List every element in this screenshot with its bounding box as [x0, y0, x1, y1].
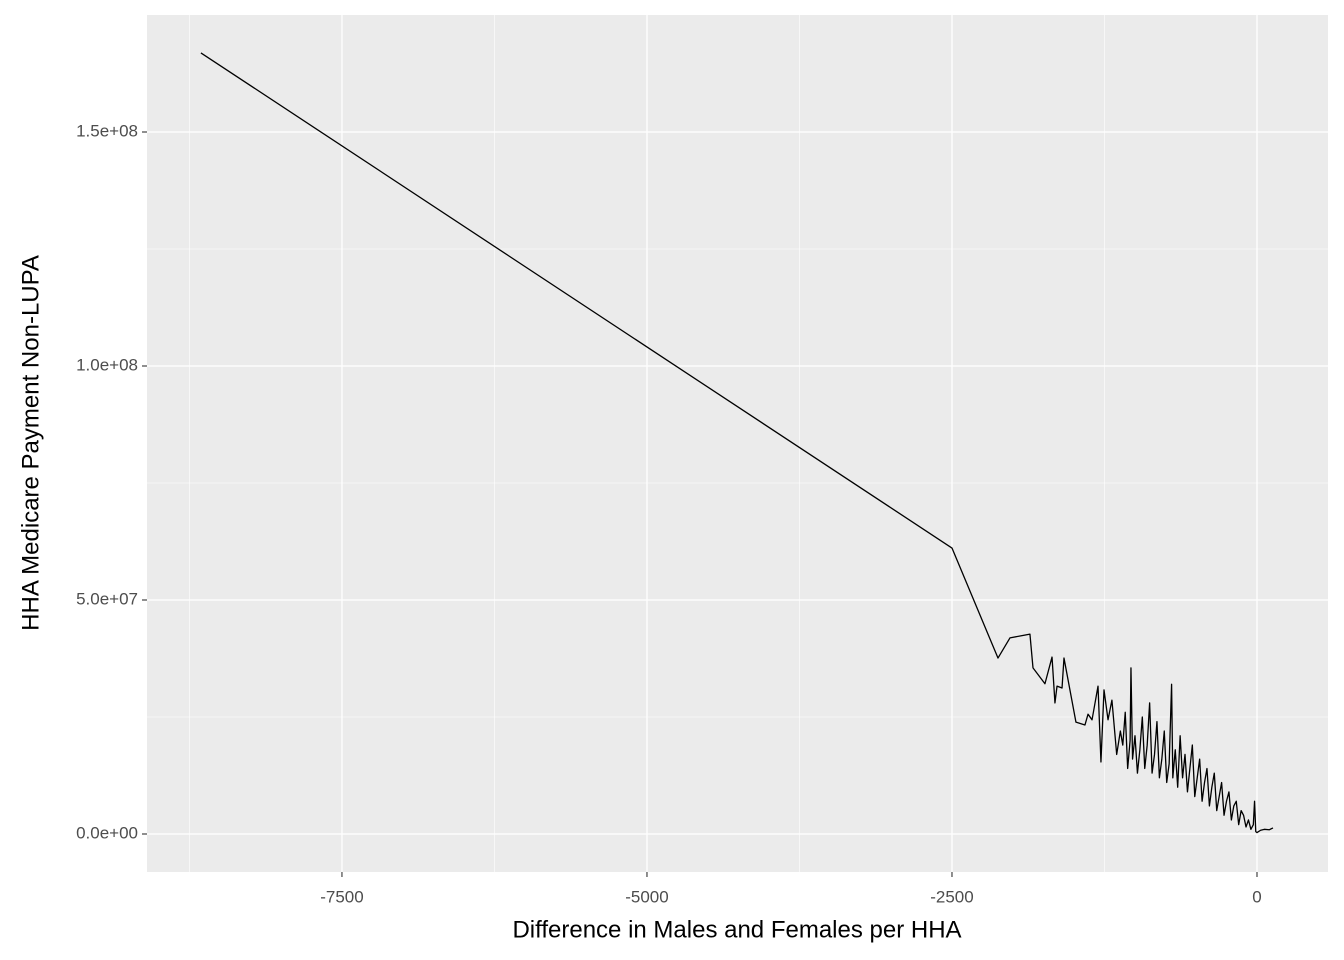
- data-line: [200, 52, 1274, 834]
- panel: [147, 15, 1328, 872]
- x-tick-label: -7500: [320, 887, 363, 906]
- x-axis-title: Difference in Males and Females per HHA: [512, 916, 961, 943]
- x-tick-label: -5000: [625, 887, 668, 906]
- x-tick-label: 0: [1252, 887, 1261, 906]
- y-tick-label: 0.0e+00: [76, 823, 138, 842]
- y-tick-label: 5.0e+07: [76, 589, 138, 608]
- x-tick-label: -2500: [930, 887, 973, 906]
- y-tick-label: 1.0e+08: [76, 355, 138, 374]
- y-axis-title: HHA Medicare Payment Non-LUPA: [17, 255, 44, 631]
- y-tick-label: 1.5e+08: [76, 121, 138, 140]
